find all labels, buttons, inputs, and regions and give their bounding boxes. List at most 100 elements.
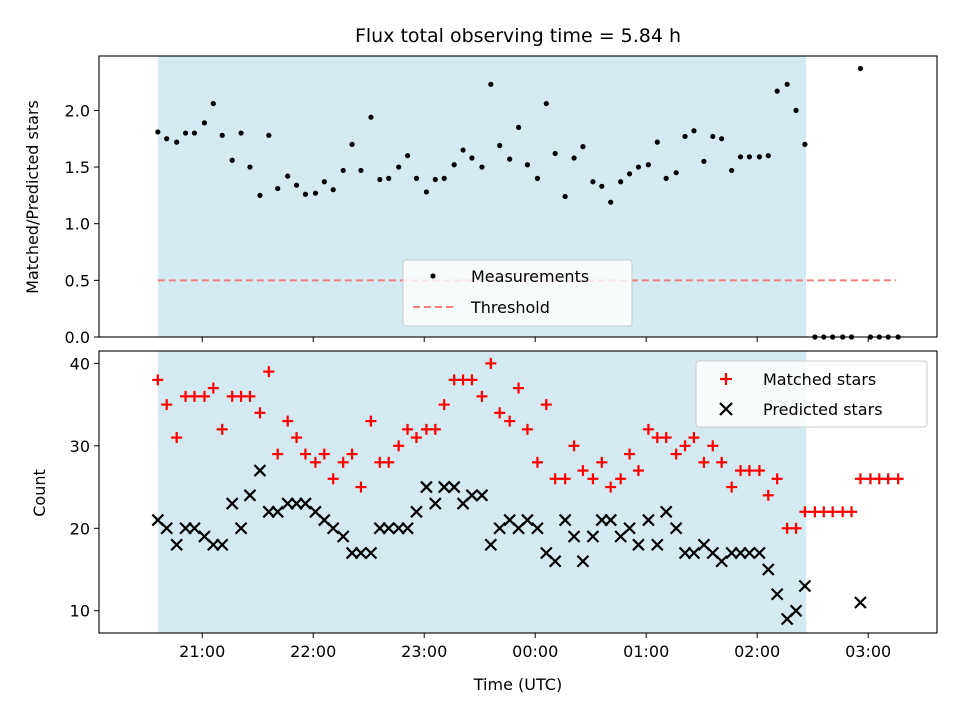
predicted-star-point xyxy=(651,538,664,552)
measurement-point xyxy=(229,157,235,163)
measurement-point xyxy=(460,147,466,153)
matched-star-point xyxy=(688,432,700,444)
legend-matched-marker xyxy=(720,373,732,385)
predicted-star-point xyxy=(659,505,673,519)
predicted-star-point xyxy=(743,546,756,560)
chart-title: Flux total observing time = 5.84 h xyxy=(355,25,681,47)
predicted-star-point xyxy=(642,513,655,527)
predicted-star-point xyxy=(188,522,201,535)
matched-star-point xyxy=(383,456,395,468)
predicted-star-point xyxy=(623,522,636,535)
predicted-star-point xyxy=(789,604,803,618)
predicted-star-point xyxy=(548,554,562,568)
matched-star-point xyxy=(726,481,738,493)
matched-star-point xyxy=(716,456,728,468)
predicted-star-point xyxy=(326,522,340,535)
predicted-star-point xyxy=(420,480,433,494)
y-tick-label-top: 0.5 xyxy=(65,271,90,290)
matched-star-point xyxy=(707,440,719,452)
measurement-point xyxy=(562,193,568,200)
matched-star-point xyxy=(438,399,450,411)
predicted-star-point xyxy=(770,587,784,601)
matched-star-point xyxy=(216,423,228,435)
measurement-point xyxy=(432,176,438,183)
predicted-star-point xyxy=(364,546,378,560)
measurement-point xyxy=(784,81,790,87)
x-axis-label: Time (UTC) xyxy=(473,675,562,694)
predicted-star-point xyxy=(447,480,461,494)
measurement-point xyxy=(210,100,216,107)
matched-star-point xyxy=(827,506,839,518)
legend-bottom-box xyxy=(695,360,928,428)
measurement-point xyxy=(423,189,430,195)
measurement-point xyxy=(451,162,457,168)
legend-bottom: Matched stars Predicted stars xyxy=(695,360,928,428)
measurement-point xyxy=(515,124,522,130)
measurement-point xyxy=(201,120,208,126)
predicted-star-point xyxy=(567,530,581,543)
y-axis-label-top: Matched/Predicted stars xyxy=(23,100,42,294)
matched-star-point xyxy=(513,382,525,394)
measurement-point xyxy=(552,150,558,157)
predicted-star-point xyxy=(604,513,617,527)
predicted-star-point xyxy=(410,505,423,519)
measurement-point xyxy=(710,133,716,140)
measurement-point xyxy=(802,141,808,147)
matched-star-point xyxy=(587,473,599,485)
y-tick-label-bottom: 40 xyxy=(70,354,90,373)
predicted-star-point xyxy=(632,538,645,552)
matched-star-point xyxy=(299,448,311,460)
measurement-point xyxy=(682,133,688,140)
measurement-point xyxy=(626,171,633,177)
measurement-point xyxy=(321,179,327,185)
matched-star-point xyxy=(854,473,866,485)
matched-star-point xyxy=(762,489,774,501)
predicted-star-point xyxy=(299,497,312,510)
measurement-point xyxy=(793,107,799,113)
measurement-point xyxy=(765,153,771,159)
matched-star-point xyxy=(282,415,294,427)
measurement-point xyxy=(182,130,189,136)
matched-star-point xyxy=(429,423,441,435)
measurement-point xyxy=(590,179,596,185)
predicted-star-point xyxy=(669,522,683,535)
x-tick-label: 03:00 xyxy=(845,642,891,661)
predicted-star-point xyxy=(336,530,350,543)
legend-predicted-marker xyxy=(719,402,733,416)
measurement-point xyxy=(349,141,355,147)
matched-star-point xyxy=(272,448,284,460)
y-tick-label-bottom: 10 xyxy=(70,602,90,621)
measurement-point xyxy=(386,175,392,181)
measurement-point xyxy=(479,164,485,170)
matched-star-point xyxy=(892,473,904,485)
matched-star-point xyxy=(254,407,266,419)
measurement-point xyxy=(164,136,170,142)
measurement-point xyxy=(247,164,253,170)
matched-star-point xyxy=(346,448,358,460)
measurement-point xyxy=(571,155,577,161)
measurement-point xyxy=(219,132,225,138)
matched-star-point xyxy=(365,415,377,427)
measurement-point xyxy=(618,179,624,185)
predicted-star-point xyxy=(762,563,775,576)
matched-star-point xyxy=(624,448,636,460)
matched-star-point xyxy=(846,506,858,518)
x-tick-label: 22:00 xyxy=(290,642,336,661)
measurement-point xyxy=(580,144,586,150)
measurement-point xyxy=(543,100,549,107)
measurement-point xyxy=(857,65,864,72)
measurement-point xyxy=(358,167,364,174)
legend-top-box xyxy=(402,259,633,327)
x-tick-label: 23:00 xyxy=(401,642,447,661)
measurement-point xyxy=(507,156,513,162)
measurement-point xyxy=(377,176,383,183)
matched-star-point xyxy=(466,374,478,386)
predicted-star-point xyxy=(558,513,572,527)
measurement-point xyxy=(608,199,614,205)
predicted-star-point xyxy=(243,489,257,502)
matched-star-point xyxy=(790,522,802,534)
y-tick-label-bottom: 20 xyxy=(70,519,90,538)
measurement-point xyxy=(441,175,447,181)
matched-star-point xyxy=(521,423,533,435)
predicted-star-point xyxy=(437,480,451,494)
